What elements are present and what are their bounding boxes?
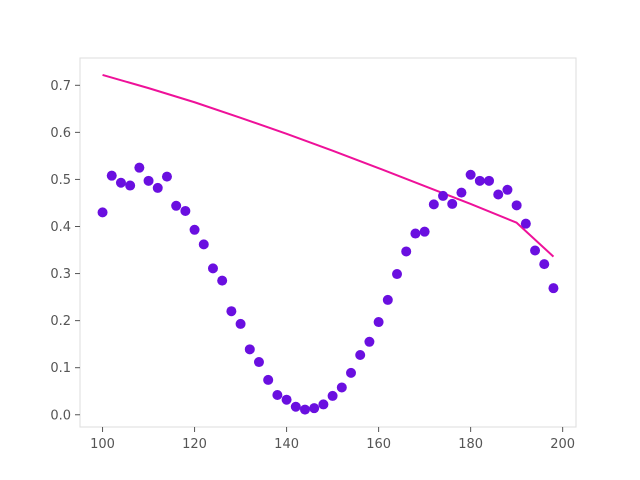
scatter-point bbox=[364, 336, 375, 347]
x-tick-label: 120 bbox=[182, 437, 207, 452]
trend-line bbox=[102, 73, 555, 258]
scatter-point bbox=[539, 259, 550, 270]
scatter-point bbox=[125, 180, 136, 191]
scatter-point bbox=[520, 218, 531, 229]
y-tick-label: 0.1 bbox=[50, 361, 71, 376]
y-tick-label: 0.2 bbox=[50, 314, 71, 329]
scatter-point bbox=[180, 205, 191, 216]
scatter-point bbox=[428, 199, 439, 210]
scatter-point bbox=[346, 367, 357, 378]
scatter-point bbox=[502, 184, 513, 195]
y-tick-label: 0.7 bbox=[50, 79, 71, 94]
x-tick-label: 100 bbox=[90, 437, 115, 452]
scatter-point bbox=[336, 382, 347, 393]
y-tick-label: 0.3 bbox=[50, 267, 71, 282]
y-tick-label: 0.6 bbox=[50, 126, 71, 141]
scatter-point bbox=[401, 246, 412, 257]
x-tick-label: 160 bbox=[366, 437, 391, 452]
scatter-point bbox=[447, 198, 458, 209]
x-axis: 100 120 140 160 180 200 bbox=[90, 427, 575, 452]
scatter-point bbox=[134, 162, 145, 173]
scatter-point bbox=[299, 404, 310, 415]
scatter-point bbox=[465, 169, 476, 180]
scatter-point bbox=[410, 228, 421, 239]
scatter-point bbox=[474, 175, 485, 186]
scatter-point bbox=[217, 275, 228, 286]
scatter-point bbox=[97, 207, 108, 218]
y-tick-label: 0.5 bbox=[50, 173, 71, 188]
scatter-point bbox=[382, 294, 393, 305]
scatter-point bbox=[530, 245, 541, 256]
scatter-point bbox=[207, 263, 218, 274]
scatter-point bbox=[281, 394, 292, 405]
scatter-point bbox=[355, 349, 366, 360]
scatter-point bbox=[438, 190, 449, 201]
scatter-point bbox=[161, 171, 172, 182]
scatter-point bbox=[226, 306, 237, 317]
scatter-point bbox=[235, 318, 246, 329]
scatter-point bbox=[272, 389, 283, 400]
scatter-point bbox=[263, 374, 274, 385]
y-tick-label: 0.0 bbox=[50, 408, 71, 423]
scatter-point bbox=[548, 283, 559, 294]
scatter-point bbox=[290, 401, 301, 412]
y-tick-label: 0.4 bbox=[50, 220, 71, 235]
scatter-point bbox=[392, 269, 403, 280]
scatter-point bbox=[189, 224, 200, 235]
scatter-point bbox=[493, 189, 504, 200]
scatter-point bbox=[309, 403, 320, 414]
plot-frame bbox=[79, 57, 577, 428]
scatter-point bbox=[318, 399, 329, 410]
scatter-point bbox=[171, 200, 182, 211]
scatter-point bbox=[456, 187, 467, 198]
scatter-point bbox=[419, 226, 430, 237]
scatter-point bbox=[253, 357, 264, 368]
scatter-point bbox=[106, 170, 117, 181]
x-tick-label: 200 bbox=[550, 437, 575, 452]
x-tick-label: 140 bbox=[274, 437, 299, 452]
scatter-point bbox=[244, 344, 255, 355]
scatter-series bbox=[97, 162, 559, 415]
scatter-point bbox=[198, 239, 209, 250]
scatter-point bbox=[511, 200, 522, 211]
x-tick-label: 180 bbox=[458, 437, 483, 452]
y-axis: 0.0 0.1 0.2 0.3 0.4 0.5 0.6 0.7 bbox=[50, 79, 80, 423]
scatter-point bbox=[373, 317, 384, 328]
scatter-point bbox=[484, 175, 495, 186]
scatter-point bbox=[327, 390, 338, 401]
scatter-point bbox=[143, 175, 154, 186]
scatter-point bbox=[152, 182, 163, 193]
scatter-point bbox=[115, 177, 126, 188]
trend-line-series bbox=[102, 73, 555, 258]
